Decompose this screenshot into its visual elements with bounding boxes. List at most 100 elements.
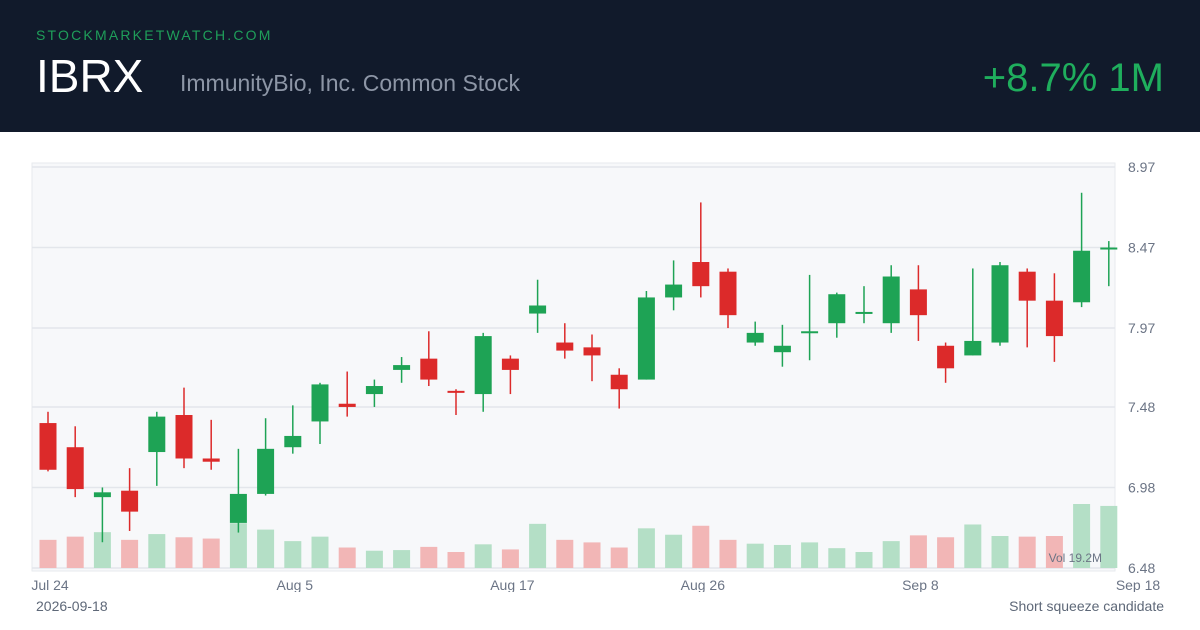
volume-bar <box>692 525 710 568</box>
volume-bar <box>1100 505 1118 568</box>
candle-body <box>338 403 356 407</box>
volume-bar <box>610 547 628 568</box>
volume-bar <box>909 535 927 568</box>
candle-body <box>882 276 900 324</box>
volume-bar <box>474 544 492 568</box>
candle-body <box>692 262 710 287</box>
y-tick-label: 6.48 <box>1128 560 1155 576</box>
candle-body <box>909 289 927 316</box>
y-tick-label: 8.47 <box>1128 240 1155 256</box>
volume-bar <box>828 548 846 568</box>
price-change: +8.7% 1M <box>982 56 1164 100</box>
candle <box>66 426 84 498</box>
y-tick-label: 7.97 <box>1128 320 1155 336</box>
candle <box>229 448 247 533</box>
candle <box>855 286 873 324</box>
volume-bar <box>66 536 84 568</box>
candle-body <box>773 345 791 353</box>
candle <box>202 419 220 470</box>
volume-bar <box>556 539 574 568</box>
candle-body <box>202 458 220 462</box>
x-tick-label: Aug 5 <box>277 577 314 592</box>
volume-bar <box>175 537 193 568</box>
candle-body <box>828 294 846 324</box>
candle <box>692 202 710 298</box>
volume-label: Vol 19.2M <box>1049 551 1102 565</box>
candle-body <box>637 297 655 380</box>
candle <box>365 379 383 407</box>
volume-bars <box>39 504 1118 568</box>
candle <box>39 411 57 472</box>
candle <box>637 291 655 380</box>
candle-body <box>121 490 139 512</box>
x-tick-label: Aug 26 <box>681 577 726 592</box>
candle-body <box>665 284 683 298</box>
volume-bar <box>991 536 1009 568</box>
candle-body <box>964 340 982 356</box>
candle-body <box>39 423 57 470</box>
x-tick-label: Sep 18 <box>1116 577 1161 592</box>
candle <box>882 265 900 333</box>
candle-body <box>474 336 492 395</box>
volume-bar <box>338 547 356 568</box>
ticker-symbol: IBRX <box>36 50 144 102</box>
volume-bar <box>1045 536 1063 568</box>
candle-body <box>1073 250 1091 303</box>
gridlines <box>32 166 1115 569</box>
volume-bar <box>583 542 601 568</box>
candle-body <box>229 493 247 523</box>
volume-bar <box>964 524 982 568</box>
volume-bar <box>882 541 900 568</box>
volume-bar <box>121 539 139 568</box>
candle <box>93 487 111 543</box>
candle <box>909 265 927 341</box>
y-axis: 8.97 8.47 7.97 7.48 6.98 6.48 <box>1128 159 1155 576</box>
candle <box>1100 241 1118 287</box>
y-tick-label: 8.97 <box>1128 159 1155 175</box>
volume-bar <box>447 552 465 568</box>
company-name: ImmunityBio, Inc. Common Stock <box>180 70 520 96</box>
site-name[interactable]: STOCKMARKETWATCH.COM <box>36 27 273 43</box>
volume-bar <box>746 543 764 568</box>
candle-body <box>529 305 547 314</box>
volume-bar <box>801 542 819 568</box>
candle-body <box>311 384 329 422</box>
candle-body <box>1018 271 1036 301</box>
candlestick-chart: 8.97 8.47 7.97 7.48 6.98 6.48 Jul 24 Aug 5 Aug … <box>31 159 1160 592</box>
volume-bar <box>229 523 247 568</box>
volume-bar <box>529 523 547 568</box>
candle-body <box>393 365 411 370</box>
x-tick-label: Sep 8 <box>902 577 939 592</box>
plot-background <box>31 162 1116 572</box>
candle <box>501 355 519 395</box>
candle <box>801 274 819 361</box>
candle-body <box>1100 247 1118 250</box>
candle <box>121 468 139 531</box>
candle-body <box>991 265 1009 343</box>
candle <box>338 371 356 417</box>
volume-bar <box>1073 504 1091 568</box>
candle <box>1045 273 1063 362</box>
candle <box>991 262 1009 346</box>
candles <box>39 192 1118 543</box>
candle <box>393 357 411 383</box>
candle <box>610 368 628 409</box>
volume-bar <box>93 532 111 568</box>
candle <box>583 334 601 382</box>
candle <box>257 418 275 496</box>
footer-date: 2026-09-18 <box>36 598 108 614</box>
y-tick-label: 6.98 <box>1128 479 1155 495</box>
volume-bar <box>311 536 329 568</box>
volume-bar <box>284 541 302 568</box>
volume-bar <box>773 544 791 568</box>
volume-bar <box>855 552 873 568</box>
candle <box>311 382 329 444</box>
volume-bar <box>420 546 438 568</box>
volume-bar <box>365 550 383 568</box>
candle <box>148 411 166 486</box>
candle-body <box>148 416 166 453</box>
candle-body <box>501 358 519 370</box>
x-axis: Jul 24 Aug 5 Aug 17 Aug 26 Sep 8 Sep 18 <box>31 577 1160 592</box>
x-tick-label: Jul 24 <box>31 577 69 592</box>
volume-bar <box>719 539 737 568</box>
